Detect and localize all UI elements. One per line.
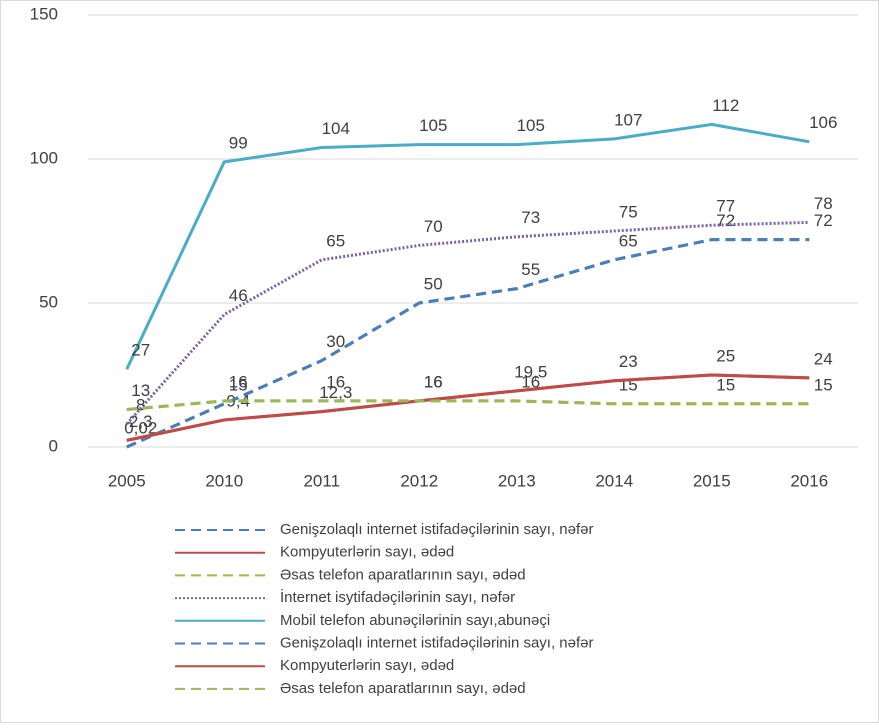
data-label: 50 bbox=[424, 274, 443, 293]
x-tick-label: 2005 bbox=[108, 471, 146, 490]
data-label: 15 bbox=[229, 375, 248, 394]
data-label: 15 bbox=[814, 375, 833, 394]
data-label: 105 bbox=[419, 116, 447, 135]
line bbox=[126, 373, 810, 442]
legend-label: Genişzolaqlı internet istifadəçilərinin … bbox=[280, 634, 594, 651]
data-label: 72 bbox=[814, 211, 833, 230]
data-label: 16 bbox=[326, 372, 345, 391]
data-label: 13 bbox=[131, 381, 150, 400]
y-tick-label: 100 bbox=[30, 148, 58, 167]
data-label: 0,02 bbox=[124, 418, 157, 437]
data-label: 65 bbox=[326, 231, 345, 250]
x-tick-label: 2015 bbox=[693, 471, 731, 490]
x-tick-label: 2010 bbox=[205, 471, 243, 490]
x-tick-label: 2011 bbox=[303, 471, 340, 490]
legend-label: Əsas telefon aparatlarının sayı, ədəd bbox=[280, 680, 526, 697]
data-label: 8 bbox=[136, 395, 145, 414]
x-tick-label: 2013 bbox=[498, 471, 536, 490]
x-tick-label: 2016 bbox=[790, 471, 828, 490]
line bbox=[126, 399, 810, 412]
data-label: 112 bbox=[712, 96, 739, 115]
data-label: 70 bbox=[424, 217, 443, 236]
line bbox=[125, 220, 810, 425]
data-label: 12,3 bbox=[319, 383, 352, 402]
data-label: 16 bbox=[229, 372, 248, 391]
line bbox=[125, 122, 810, 370]
data-label: 19,5 bbox=[514, 362, 547, 381]
data-label: 30 bbox=[326, 332, 345, 351]
x-tick-label: 2012 bbox=[400, 471, 438, 490]
data-label: 105 bbox=[517, 116, 545, 135]
data-label: 16 bbox=[424, 372, 443, 391]
data-label: 73 bbox=[521, 208, 540, 227]
y-tick-label: 150 bbox=[30, 4, 58, 23]
legend-label: İnternet isytifadəçilərinin sayı, nəfər bbox=[280, 588, 515, 606]
legend-label: Əsas telefon aparatlarının sayı, ədəd bbox=[280, 566, 526, 583]
x-tick-label: 2014 bbox=[595, 471, 633, 490]
data-label: 104 bbox=[322, 119, 350, 138]
data-label: 107 bbox=[614, 110, 642, 129]
data-label: 77 bbox=[716, 197, 735, 216]
data-label: 16 bbox=[521, 372, 540, 391]
data-label: 27 bbox=[131, 341, 150, 360]
data-label: 2,3 bbox=[129, 412, 153, 431]
data-label: 78 bbox=[814, 194, 833, 213]
data-label: 46 bbox=[229, 286, 248, 305]
data-label: 106 bbox=[809, 113, 837, 132]
y-tick-label: 0 bbox=[49, 436, 58, 455]
line bbox=[126, 238, 810, 449]
data-label: 15 bbox=[716, 375, 735, 394]
data-label: 25 bbox=[716, 346, 735, 365]
data-label: 55 bbox=[521, 260, 540, 279]
data-label: 23 bbox=[619, 352, 638, 371]
data-label: 16 bbox=[424, 372, 443, 391]
data-label: 65 bbox=[619, 231, 638, 250]
legend-label: Kompyuterlərin sayı, ədəd bbox=[280, 544, 454, 561]
legend-label: Mobil telefon abunəçilərinin sayı,abunəç… bbox=[280, 612, 550, 629]
legend-label: Kompyuterlərin sayı, ədəd bbox=[280, 657, 454, 674]
data-label: 99 bbox=[229, 133, 248, 152]
data-label: 24 bbox=[814, 349, 833, 368]
data-label: 75 bbox=[619, 202, 638, 221]
legend-label: Genişzolaqlı internet istifadəçilərinin … bbox=[280, 521, 594, 538]
data-label: 9,4 bbox=[226, 391, 250, 410]
y-tick-label: 50 bbox=[39, 292, 58, 311]
